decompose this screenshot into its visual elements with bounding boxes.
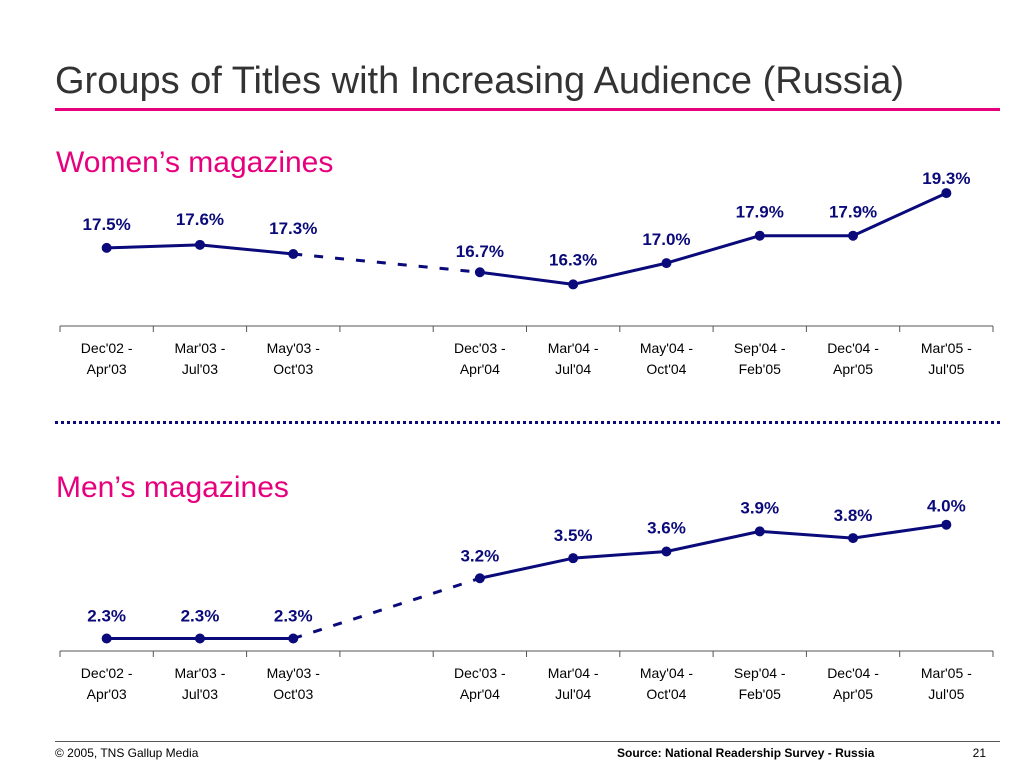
- series-line-segment: [852, 523, 947, 540]
- data-point: [101, 633, 112, 644]
- data-label: 2.3%: [274, 607, 313, 626]
- women-magazines-chart: Dec'02 - Apr'03 Mar'03 - Jul'03 May'03 - Oct'…: [59, 169, 994, 377]
- x-tick-label: Oct'03: [273, 361, 313, 377]
- data-label: 2.3%: [87, 607, 126, 626]
- data-point: [101, 242, 112, 253]
- x-tick-label: May'03 -: [267, 665, 321, 681]
- source-note: Source: National Readership Survey - Rus…: [617, 746, 875, 760]
- data-label: 16.7%: [456, 242, 504, 261]
- x-tick-label: Apr'03: [87, 361, 127, 377]
- x-tick-label: Dec'04 -: [827, 665, 879, 681]
- x-tick-label: Jul'04: [555, 686, 591, 702]
- series-line-segment: [666, 529, 761, 553]
- x-tick-label: Dec'03 -: [454, 665, 506, 681]
- title-underline: [55, 108, 1000, 111]
- section-divider: [55, 421, 1000, 424]
- series-line-segment: [573, 549, 667, 560]
- data-label: 17.0%: [642, 230, 690, 249]
- data-point: [194, 239, 205, 250]
- data-label: 17.9%: [829, 203, 877, 222]
- x-tick-label: Apr'03: [87, 686, 127, 702]
- x-tick-label: Oct'04: [646, 361, 686, 377]
- data-label: 17.9%: [736, 203, 784, 222]
- x-tick-label: Mar'03 -: [174, 340, 225, 356]
- x-tick-label: Jul'04: [555, 361, 591, 377]
- x-tick-label: Dec'03 -: [454, 340, 506, 356]
- x-tick-label: Apr'04: [460, 686, 500, 702]
- x-tick-label: Apr'04: [460, 361, 500, 377]
- data-point: [288, 248, 299, 259]
- series-line-segment: [106, 243, 200, 250]
- series-dashed-gap: [293, 252, 480, 274]
- x-tick-label: May'04 -: [640, 665, 694, 681]
- men-magazines-chart: Dec'02 - Apr'03 Mar'03 - Jul'03 May'03 - Oct'…: [59, 497, 994, 702]
- x-tick-label: Sep'04 -: [734, 665, 786, 681]
- series-dashed-gap: [292, 576, 481, 640]
- data-point: [661, 258, 672, 269]
- x-tick-label: Mar'03 -: [174, 665, 225, 681]
- data-label: 4.0%: [927, 497, 966, 516]
- data-label: 17.5%: [83, 215, 131, 234]
- x-tick-label: Jul'03: [182, 686, 218, 702]
- x-tick-label: Mar'04 -: [548, 340, 599, 356]
- data-label: 16.3%: [549, 250, 597, 269]
- data-point: [568, 553, 579, 564]
- series-line-segment: [666, 234, 761, 265]
- data-point: [941, 188, 952, 199]
- series-line-segment: [479, 270, 574, 286]
- data-label: 17.3%: [269, 219, 317, 238]
- series-line-segment: [852, 191, 947, 238]
- x-tick-label: Mar'04 -: [548, 665, 599, 681]
- x-tick-label: Jul'05: [928, 686, 964, 702]
- x-tick-label: Oct'04: [646, 686, 686, 702]
- data-point: [754, 526, 765, 537]
- data-point: [568, 279, 579, 290]
- data-point: [754, 230, 765, 241]
- x-tick-label: Mar'05 -: [921, 665, 972, 681]
- x-tick-label: Apr'05: [833, 686, 873, 702]
- x-tick-label: Feb'05: [739, 686, 782, 702]
- data-label: 3.8%: [834, 506, 873, 525]
- x-tick-label: Sep'04 -: [734, 340, 786, 356]
- x-tick-label: Dec'04 -: [827, 340, 879, 356]
- page-number: 21: [972, 746, 986, 760]
- women-section-title: Women’s magazines: [56, 146, 334, 179]
- x-tick-label: Jul'03: [182, 361, 218, 377]
- data-label: 19.3%: [922, 169, 970, 188]
- x-tick-label: Dec'02 -: [81, 340, 133, 356]
- x-tick-label: Jul'05: [928, 361, 964, 377]
- data-label: 3.9%: [740, 498, 779, 517]
- series-line-segment: [479, 556, 574, 580]
- data-label: 17.6%: [176, 210, 224, 229]
- data-point: [941, 519, 952, 530]
- data-label: 3.5%: [554, 526, 593, 545]
- x-tick-label: Mar'05 -: [921, 340, 972, 356]
- x-tick-label: Oct'03: [273, 686, 313, 702]
- data-label: 3.6%: [647, 518, 686, 537]
- x-tick-label: Feb'05: [739, 361, 782, 377]
- data-point: [194, 633, 205, 644]
- series-line-segment: [572, 261, 667, 286]
- footer-rule: [55, 741, 1000, 742]
- x-tick-label: Apr'05: [833, 361, 873, 377]
- page-title: Groups of Titles with Increasing Audienc…: [55, 60, 905, 102]
- series-line-segment: [199, 243, 294, 256]
- series-line-segment: [759, 529, 854, 540]
- data-label: 2.3%: [181, 607, 220, 626]
- data-point: [474, 267, 485, 278]
- men-section-title: Men’s magazines: [56, 471, 289, 504]
- data-point: [848, 533, 859, 544]
- data-point: [661, 546, 672, 557]
- copyright-text: © 2005, TNS Gallup Media: [55, 746, 199, 760]
- data-label: 3.2%: [460, 546, 499, 565]
- data-point: [288, 633, 299, 644]
- x-tick-label: May'03 -: [267, 340, 321, 356]
- data-point: [848, 230, 859, 241]
- x-tick-label: May'04 -: [640, 340, 694, 356]
- x-tick-label: Dec'02 -: [81, 665, 133, 681]
- data-point: [474, 573, 485, 584]
